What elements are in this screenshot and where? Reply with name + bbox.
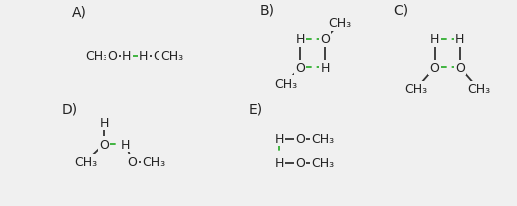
Text: O: O: [108, 50, 117, 63]
Text: O: O: [153, 50, 163, 63]
Text: H: H: [275, 157, 284, 170]
Text: E): E): [248, 102, 262, 116]
Text: H: H: [99, 117, 109, 129]
Text: D): D): [62, 102, 78, 116]
Text: CH₃: CH₃: [467, 83, 490, 96]
Text: CH₃: CH₃: [328, 17, 352, 30]
Text: H: H: [121, 138, 130, 151]
Text: CH₃: CH₃: [161, 50, 184, 63]
Text: O: O: [321, 33, 330, 46]
Text: O: O: [430, 62, 439, 74]
Text: H: H: [321, 62, 330, 74]
Text: H: H: [139, 50, 148, 63]
Text: CH₃: CH₃: [311, 157, 334, 170]
Text: C): C): [394, 4, 409, 17]
Text: O: O: [295, 157, 305, 170]
Text: O: O: [455, 62, 465, 74]
Text: CH₃: CH₃: [404, 83, 428, 96]
Text: H: H: [455, 33, 464, 46]
Text: B): B): [260, 4, 275, 17]
Text: H: H: [430, 33, 439, 46]
Text: O: O: [128, 156, 138, 169]
Text: O: O: [99, 138, 109, 151]
Text: CH₃: CH₃: [274, 77, 297, 90]
Text: O: O: [295, 133, 305, 145]
Text: CH₃: CH₃: [74, 156, 97, 169]
Text: CH₃: CH₃: [311, 133, 334, 145]
Text: CH₃: CH₃: [85, 50, 109, 63]
Text: H: H: [275, 133, 284, 145]
Text: O: O: [295, 62, 305, 74]
Text: A): A): [72, 6, 87, 20]
Text: CH₃: CH₃: [143, 156, 165, 169]
Text: H: H: [296, 33, 305, 46]
Text: H: H: [122, 50, 131, 63]
